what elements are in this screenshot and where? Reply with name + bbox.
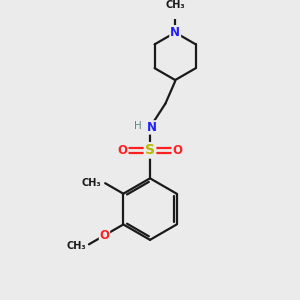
Text: H: H bbox=[134, 121, 142, 131]
Text: S: S bbox=[145, 143, 155, 157]
Text: N: N bbox=[147, 121, 157, 134]
Text: O: O bbox=[118, 144, 128, 157]
Text: N: N bbox=[170, 26, 180, 39]
Text: O: O bbox=[172, 144, 182, 157]
Text: O: O bbox=[100, 229, 110, 242]
Text: CH₃: CH₃ bbox=[67, 241, 86, 251]
Text: CH₃: CH₃ bbox=[165, 0, 185, 10]
Text: CH₃: CH₃ bbox=[81, 178, 101, 188]
